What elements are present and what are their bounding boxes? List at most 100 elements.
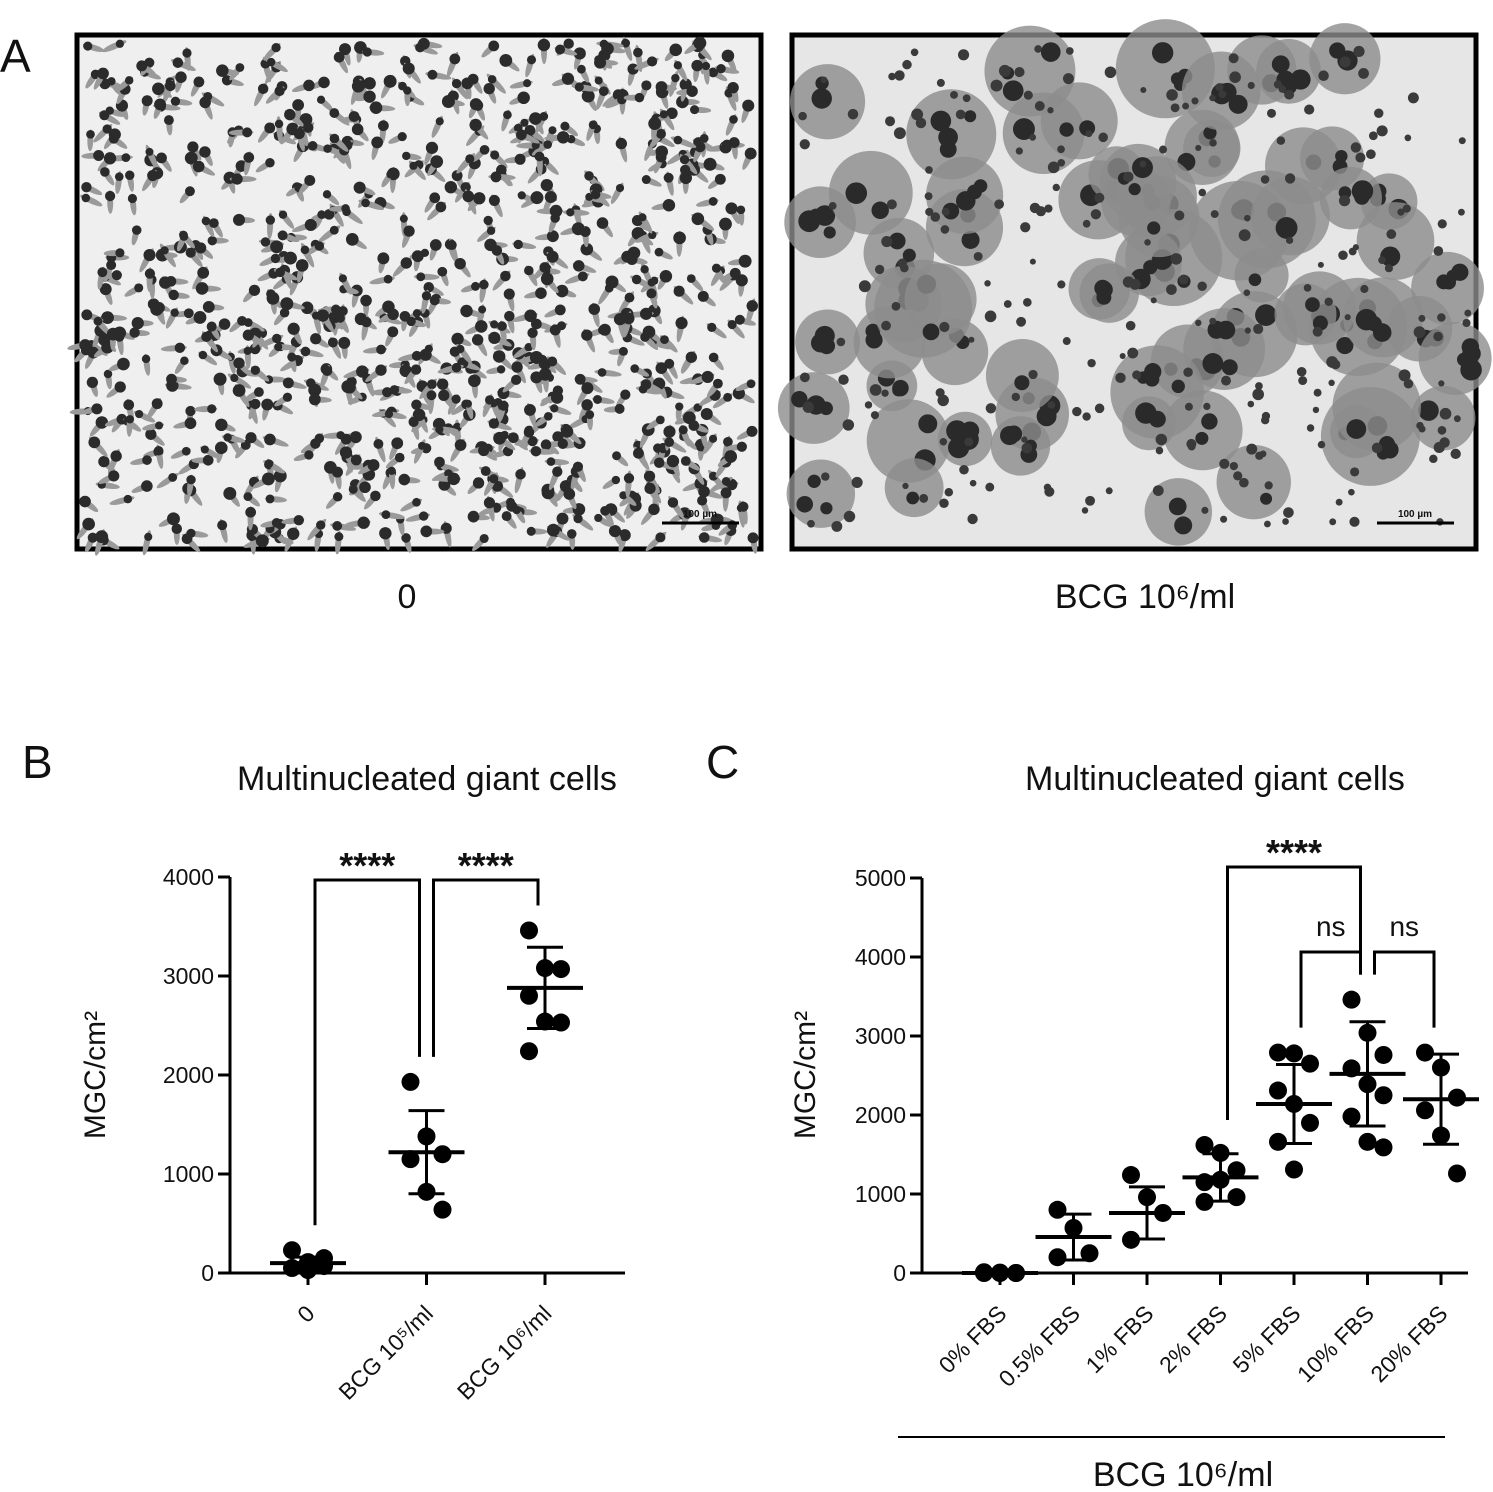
nucleus	[1284, 173, 1296, 184]
nucleus	[701, 370, 714, 384]
nucleus	[655, 415, 665, 425]
significance-label: ****	[339, 845, 395, 886]
nucleus	[511, 374, 522, 386]
nucleus	[865, 331, 883, 349]
nucleus	[520, 118, 529, 127]
nucleus	[1014, 375, 1030, 391]
nucleus	[798, 111, 807, 121]
nucleus	[984, 310, 997, 323]
nucleus	[497, 321, 507, 331]
nucleus	[308, 383, 322, 397]
nucleus	[1351, 180, 1374, 202]
nucleus	[399, 214, 408, 223]
nucleus	[429, 192, 441, 204]
nucleus	[1344, 314, 1351, 321]
nucleus	[483, 497, 496, 509]
nucleus	[836, 337, 846, 347]
nucleus	[1239, 477, 1249, 488]
nucleus	[1285, 236, 1294, 244]
nucleus	[1313, 388, 1322, 397]
nucleus	[1348, 247, 1357, 256]
nucleus	[316, 95, 326, 104]
nucleus	[641, 80, 652, 91]
nucleus	[1338, 195, 1351, 207]
nucleus	[123, 399, 135, 411]
nucleus	[675, 402, 684, 411]
nucleus	[1003, 300, 1012, 308]
nucleus	[601, 42, 614, 56]
nucleus	[947, 436, 970, 459]
nucleus	[363, 77, 376, 90]
nucleus	[141, 95, 153, 107]
nucleus	[451, 170, 463, 182]
data-point	[1285, 1160, 1303, 1179]
nucleus	[1246, 443, 1258, 455]
nucleus	[746, 425, 758, 437]
nucleus	[906, 491, 920, 505]
nucleus	[434, 456, 445, 468]
nucleus	[598, 325, 608, 335]
nucleus	[969, 479, 977, 487]
nucleus	[973, 179, 988, 193]
nucleus	[1355, 308, 1378, 331]
data-point	[1301, 1113, 1319, 1132]
significance-label: ****	[1266, 832, 1322, 873]
nucleus	[174, 342, 186, 354]
nucleus	[170, 96, 181, 106]
data-point	[1048, 1248, 1067, 1267]
nucleus	[332, 521, 343, 531]
nucleus	[581, 399, 593, 411]
nucleus	[911, 108, 924, 121]
nucleus	[270, 253, 281, 264]
nucleus	[255, 534, 269, 548]
nucleus	[469, 98, 483, 111]
nucleus	[1081, 507, 1089, 514]
nucleus	[686, 85, 698, 97]
nucleus	[197, 266, 210, 279]
nucleus	[171, 523, 183, 534]
nucleus	[200, 445, 209, 454]
data-point	[1269, 1081, 1287, 1100]
nucleus	[831, 520, 843, 532]
nucleus	[193, 76, 205, 88]
nucleus	[939, 321, 950, 333]
nucleus	[585, 410, 595, 420]
nucleus	[540, 272, 554, 286]
nucleus	[345, 233, 359, 246]
data-point	[520, 986, 538, 1005]
nucleus	[655, 532, 666, 543]
nucleus	[1085, 495, 1096, 506]
nucleus	[1195, 431, 1209, 445]
nucleus	[491, 480, 504, 492]
significance-bracket	[1373, 950, 1436, 1028]
nucleus	[1029, 133, 1037, 141]
nucleus	[615, 137, 627, 150]
nucleus	[467, 73, 479, 85]
nucleus	[102, 124, 112, 134]
nucleus	[955, 191, 976, 211]
nucleus	[902, 482, 909, 490]
nucleus	[581, 382, 594, 395]
nucleus	[1244, 327, 1251, 334]
nucleus	[1253, 323, 1264, 335]
nucleus	[885, 116, 896, 127]
nucleus	[99, 110, 110, 121]
nucleus	[1303, 284, 1312, 292]
nucleus	[435, 117, 444, 126]
nucleus	[1150, 297, 1157, 304]
nucleus	[172, 57, 184, 68]
data-point	[1195, 1136, 1214, 1155]
nucleus	[314, 241, 325, 251]
nucleus	[436, 378, 449, 390]
nucleus	[444, 180, 458, 194]
nucleus	[287, 527, 300, 540]
nucleus	[103, 152, 117, 165]
nucleus	[1209, 94, 1216, 102]
nucleus	[430, 155, 444, 168]
nucleus	[894, 70, 905, 81]
nucleus	[571, 222, 585, 236]
nucleus	[1368, 131, 1378, 141]
nucleus	[918, 414, 938, 434]
x-tick-label: 0.5% FBS	[993, 1300, 1085, 1392]
nucleus	[1378, 256, 1386, 265]
